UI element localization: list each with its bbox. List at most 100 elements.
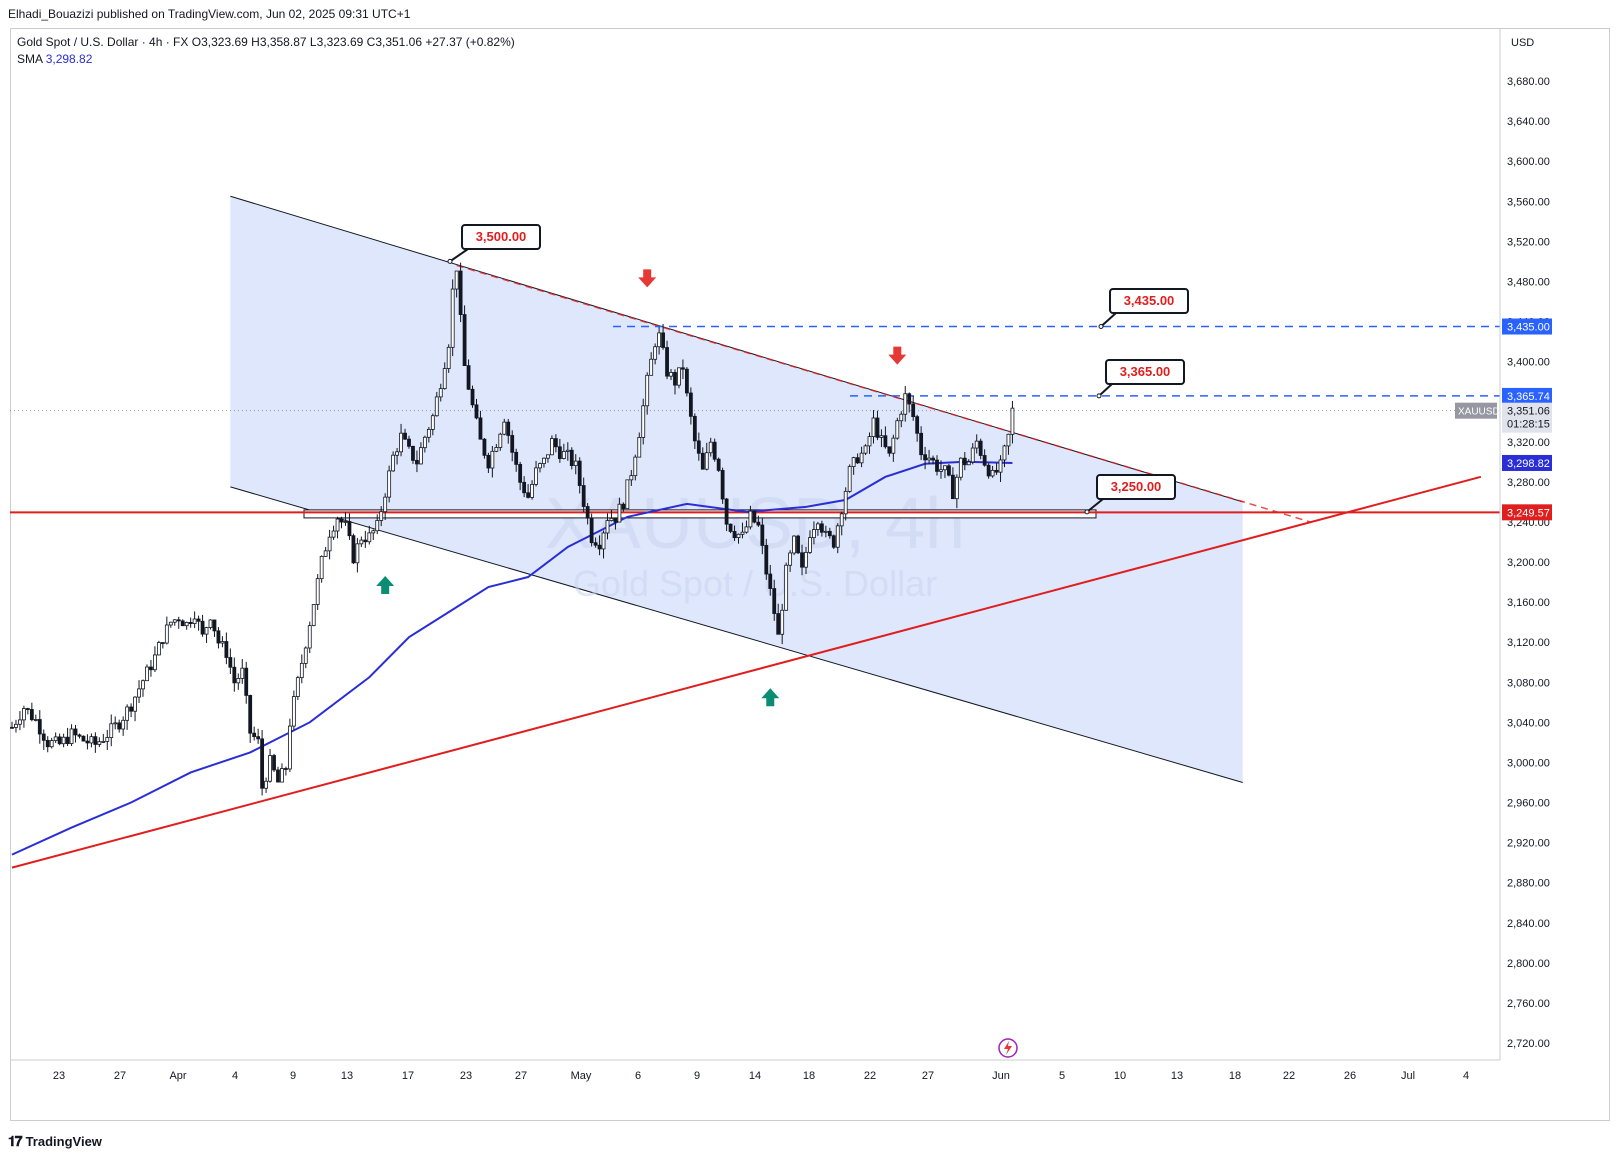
candle-body	[855, 457, 860, 464]
callout-3435	[1109, 288, 1189, 314]
candle-body	[859, 452, 864, 464]
candle-body	[276, 769, 280, 783]
candle-body	[482, 438, 487, 456]
callout-3250	[1096, 474, 1176, 500]
candle-body	[101, 740, 106, 743]
down-arrow-icon	[888, 346, 907, 365]
candle-body	[788, 552, 793, 566]
close-label: C	[366, 35, 376, 49]
candle-body	[73, 728, 78, 736]
candle-body	[10, 726, 14, 729]
candle-body	[943, 465, 947, 471]
ticker-tag	[1455, 402, 1497, 419]
candle-body	[827, 530, 832, 537]
candle-body	[621, 503, 626, 510]
low-label: L	[309, 35, 317, 49]
callout-3435-anchor	[1098, 324, 1104, 330]
y-tick-label: 3,000.00	[1507, 757, 1550, 769]
candle-body	[335, 518, 340, 532]
candle-body	[962, 457, 967, 466]
candle-body	[224, 641, 229, 658]
candle-body	[37, 719, 42, 735]
candle-body	[164, 624, 169, 644]
candle-body	[875, 417, 880, 438]
candle-body	[458, 270, 463, 315]
candle-body	[736, 533, 741, 539]
candle-body	[927, 457, 931, 461]
candle-body	[494, 447, 499, 452]
candle-body	[768, 573, 773, 589]
candle-body	[14, 723, 18, 728]
candle-body	[593, 542, 598, 546]
candle-body	[470, 388, 475, 406]
candle-body	[982, 455, 987, 466]
candle-body	[514, 451, 519, 465]
x-tick-label: 18	[1229, 1070, 1241, 1082]
descending-channel-fill	[230, 196, 1243, 783]
candle-body	[490, 450, 495, 469]
y-tick-label: 2,760.00	[1507, 998, 1550, 1010]
up-arrow-icon	[376, 576, 395, 595]
candle-body	[947, 465, 951, 476]
candle-body	[252, 732, 257, 737]
x-tick-label: 26	[1344, 1070, 1356, 1082]
x-tick-label: 5	[1059, 1070, 1065, 1082]
candle-body	[986, 464, 991, 477]
candle-body	[633, 456, 638, 477]
candle-body	[355, 543, 360, 564]
candle-body	[236, 678, 241, 684]
x-tick-label: 27	[922, 1070, 934, 1082]
candle-body	[18, 719, 22, 725]
x-tick-label: 4	[232, 1070, 238, 1082]
candle-body	[724, 498, 729, 525]
footer-brand[interactable]: 𝟏𝟕 TradingView	[8, 1133, 102, 1150]
candle-body	[105, 737, 110, 742]
candle-body	[379, 511, 384, 521]
candle-body	[760, 524, 765, 546]
candle-body	[915, 416, 920, 434]
high-label: H	[251, 35, 260, 49]
candle-body	[1002, 445, 1007, 461]
x-tick-label: 22	[864, 1070, 876, 1082]
candle-body	[192, 618, 197, 625]
candle-body	[847, 466, 852, 492]
candle-body	[677, 367, 681, 386]
candle-body	[681, 367, 685, 370]
sma-tag-text: 3,298.82	[1507, 458, 1550, 470]
candle-body	[708, 441, 713, 454]
candle-body	[168, 621, 173, 626]
candle-body	[228, 657, 233, 668]
candle-body	[339, 518, 344, 523]
candle-body	[77, 734, 82, 737]
candle-body	[180, 620, 185, 627]
candle-body	[41, 733, 46, 741]
candle-body	[65, 736, 70, 744]
x-tick-label: 22	[1283, 1070, 1295, 1082]
high-value: 3,358.87	[259, 35, 307, 49]
candle-body	[363, 539, 368, 543]
callout-3250-text: 3,250.00	[1111, 479, 1162, 494]
x-tick-label: Jun	[992, 1070, 1010, 1082]
last-price-text: 3,351.06	[1507, 406, 1550, 418]
candle-body	[685, 368, 689, 394]
candle-body	[958, 457, 963, 478]
candle-body	[867, 436, 872, 447]
candle-body	[887, 446, 892, 454]
candle-body	[831, 535, 836, 548]
candle-body	[474, 404, 479, 419]
candle-body	[530, 483, 534, 498]
brand-name: TradingView	[25, 1134, 102, 1149]
candle-body	[49, 740, 54, 748]
y-tick-label: 3,640.00	[1507, 116, 1550, 128]
sma-line	[11, 460, 1013, 856]
candle-body	[625, 479, 630, 510]
x-tick-label: 4	[1463, 1070, 1469, 1082]
candle-body	[93, 736, 98, 745]
candle-body	[176, 619, 181, 622]
candle-body	[688, 392, 693, 417]
candle-body	[895, 420, 900, 439]
candle-body	[617, 503, 622, 523]
candle-body	[486, 454, 491, 469]
rising-trendline	[11, 475, 1482, 869]
